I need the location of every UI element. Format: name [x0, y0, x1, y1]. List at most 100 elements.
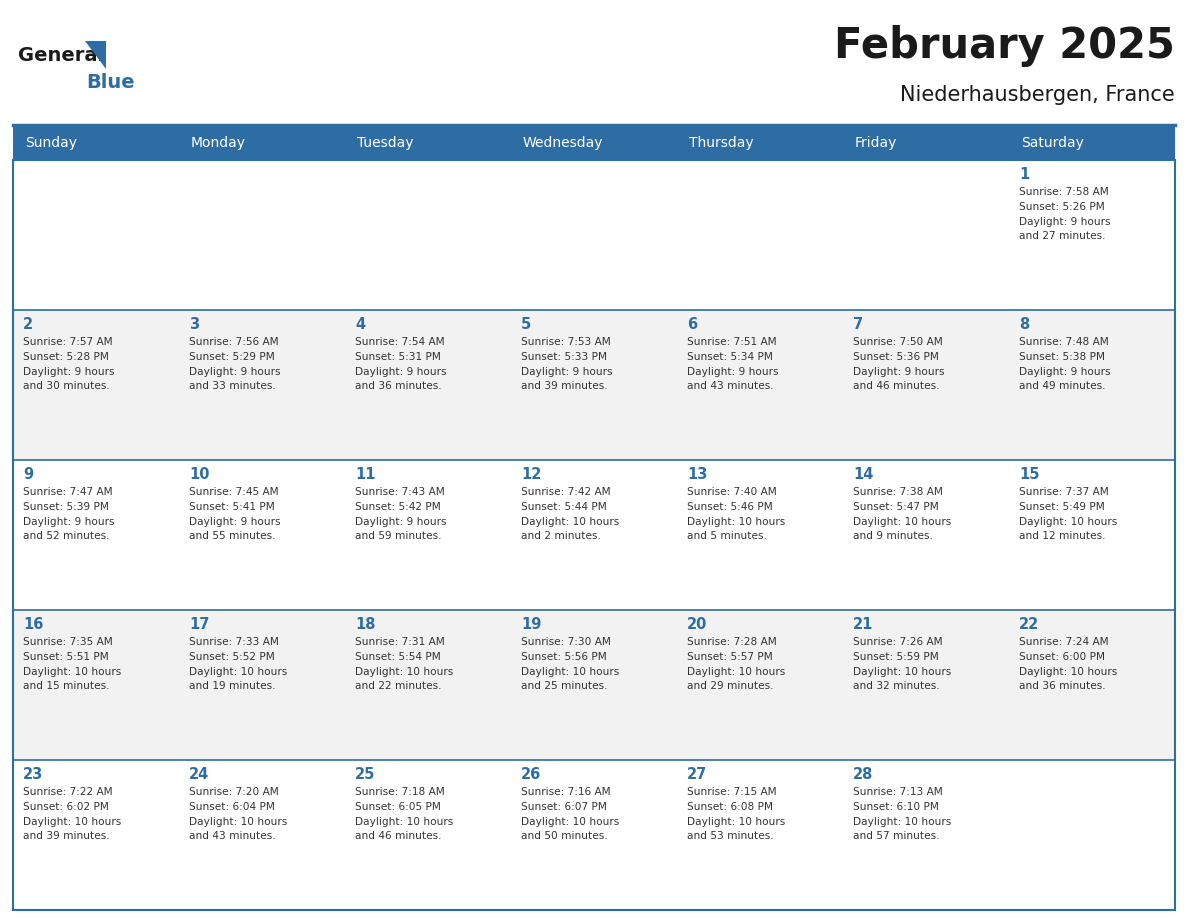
Text: and 15 minutes.: and 15 minutes.	[23, 681, 109, 691]
Text: and 9 minutes.: and 9 minutes.	[853, 532, 933, 542]
Text: 4: 4	[355, 317, 365, 332]
Text: Sunrise: 7:47 AM: Sunrise: 7:47 AM	[23, 487, 113, 497]
Text: 14: 14	[853, 467, 873, 482]
Text: and 39 minutes.: and 39 minutes.	[522, 381, 607, 391]
Bar	[345, 125, 511, 160]
Text: Sunrise: 7:53 AM: Sunrise: 7:53 AM	[522, 337, 611, 347]
Text: Daylight: 10 hours: Daylight: 10 hours	[687, 666, 785, 677]
Text: Saturday: Saturday	[1020, 136, 1083, 150]
Text: and 43 minutes.: and 43 minutes.	[687, 381, 773, 391]
Text: Daylight: 10 hours: Daylight: 10 hours	[522, 517, 619, 527]
Text: and 52 minutes.: and 52 minutes.	[23, 532, 109, 542]
Text: and 27 minutes.: and 27 minutes.	[1019, 231, 1106, 241]
Text: Daylight: 9 hours: Daylight: 9 hours	[189, 517, 280, 527]
Text: Sunset: 5:49 PM: Sunset: 5:49 PM	[1019, 502, 1105, 512]
Text: and 2 minutes.: and 2 minutes.	[522, 532, 601, 542]
Text: 24: 24	[189, 767, 209, 782]
Text: and 46 minutes.: and 46 minutes.	[853, 381, 940, 391]
Text: Sunset: 5:59 PM: Sunset: 5:59 PM	[853, 652, 939, 662]
Text: Daylight: 10 hours: Daylight: 10 hours	[355, 666, 454, 677]
Text: Sunrise: 7:15 AM: Sunrise: 7:15 AM	[687, 787, 777, 797]
Text: Sunrise: 7:38 AM: Sunrise: 7:38 AM	[853, 487, 943, 497]
Text: Sunset: 5:38 PM: Sunset: 5:38 PM	[1019, 352, 1105, 362]
Bar	[13, 760, 1175, 910]
Text: 25: 25	[355, 767, 375, 782]
Text: 13: 13	[687, 467, 707, 482]
Text: Sunset: 5:41 PM: Sunset: 5:41 PM	[189, 502, 274, 512]
Text: Sunrise: 7:51 AM: Sunrise: 7:51 AM	[687, 337, 777, 347]
Bar	[13, 460, 1175, 610]
Text: 18: 18	[355, 617, 375, 632]
Text: 6: 6	[687, 317, 697, 332]
Text: Daylight: 10 hours: Daylight: 10 hours	[1019, 666, 1117, 677]
Text: Sunset: 6:08 PM: Sunset: 6:08 PM	[687, 801, 773, 812]
Text: Daylight: 10 hours: Daylight: 10 hours	[687, 517, 785, 527]
Text: 20: 20	[687, 617, 707, 632]
Text: Sunrise: 7:37 AM: Sunrise: 7:37 AM	[1019, 487, 1108, 497]
Text: Sunset: 5:29 PM: Sunset: 5:29 PM	[189, 352, 274, 362]
Text: Blue: Blue	[86, 73, 134, 93]
Text: Daylight: 10 hours: Daylight: 10 hours	[23, 817, 121, 826]
Text: Sunrise: 7:40 AM: Sunrise: 7:40 AM	[687, 487, 777, 497]
Text: 28: 28	[853, 767, 873, 782]
Text: 7: 7	[853, 317, 864, 332]
Text: Daylight: 10 hours: Daylight: 10 hours	[522, 666, 619, 677]
Text: Sunset: 5:52 PM: Sunset: 5:52 PM	[189, 652, 274, 662]
Text: Sunset: 5:42 PM: Sunset: 5:42 PM	[355, 502, 441, 512]
Text: Daylight: 10 hours: Daylight: 10 hours	[1019, 517, 1117, 527]
Text: Sunset: 5:46 PM: Sunset: 5:46 PM	[687, 502, 772, 512]
Text: and 19 minutes.: and 19 minutes.	[189, 681, 276, 691]
Text: and 53 minutes.: and 53 minutes.	[687, 832, 773, 842]
Text: and 33 minutes.: and 33 minutes.	[189, 381, 276, 391]
Text: Sunrise: 7:58 AM: Sunrise: 7:58 AM	[1019, 187, 1108, 197]
Text: Daylight: 9 hours: Daylight: 9 hours	[687, 366, 778, 376]
Text: 2: 2	[23, 317, 33, 332]
Text: Sunrise: 7:31 AM: Sunrise: 7:31 AM	[355, 637, 444, 647]
Text: Daylight: 9 hours: Daylight: 9 hours	[23, 366, 114, 376]
Text: and 29 minutes.: and 29 minutes.	[687, 681, 773, 691]
Text: and 36 minutes.: and 36 minutes.	[1019, 681, 1106, 691]
Text: Sunrise: 7:57 AM: Sunrise: 7:57 AM	[23, 337, 113, 347]
Text: Daylight: 10 hours: Daylight: 10 hours	[687, 817, 785, 826]
Text: and 59 minutes.: and 59 minutes.	[355, 532, 442, 542]
Text: 26: 26	[522, 767, 542, 782]
Text: Niederhausbergen, France: Niederhausbergen, France	[901, 85, 1175, 105]
Text: Sunset: 5:36 PM: Sunset: 5:36 PM	[853, 352, 939, 362]
Text: Daylight: 10 hours: Daylight: 10 hours	[853, 817, 952, 826]
Text: Sunset: 5:44 PM: Sunset: 5:44 PM	[522, 502, 607, 512]
Text: 3: 3	[189, 317, 200, 332]
Text: 19: 19	[522, 617, 542, 632]
Text: Sunday: Sunday	[25, 136, 77, 150]
Text: Daylight: 10 hours: Daylight: 10 hours	[522, 817, 619, 826]
Bar	[843, 125, 1009, 160]
Text: Sunset: 5:51 PM: Sunset: 5:51 PM	[23, 652, 109, 662]
Text: Daylight: 10 hours: Daylight: 10 hours	[355, 817, 454, 826]
Text: and 32 minutes.: and 32 minutes.	[853, 681, 940, 691]
Text: Daylight: 9 hours: Daylight: 9 hours	[189, 366, 280, 376]
Text: Sunrise: 7:30 AM: Sunrise: 7:30 AM	[522, 637, 611, 647]
Text: Sunrise: 7:54 AM: Sunrise: 7:54 AM	[355, 337, 444, 347]
Text: 5: 5	[522, 317, 531, 332]
Text: Daylight: 9 hours: Daylight: 9 hours	[1019, 217, 1111, 227]
Text: and 46 minutes.: and 46 minutes.	[355, 832, 442, 842]
Bar	[13, 160, 1175, 910]
Text: Daylight: 10 hours: Daylight: 10 hours	[853, 666, 952, 677]
Text: 21: 21	[853, 617, 873, 632]
Text: 1: 1	[1019, 167, 1029, 182]
Bar	[179, 125, 345, 160]
Bar	[13, 610, 1175, 760]
Text: Sunset: 6:02 PM: Sunset: 6:02 PM	[23, 801, 109, 812]
Text: Sunrise: 7:33 AM: Sunrise: 7:33 AM	[189, 637, 279, 647]
Text: Sunset: 6:07 PM: Sunset: 6:07 PM	[522, 801, 607, 812]
Text: and 39 minutes.: and 39 minutes.	[23, 832, 109, 842]
Text: Sunset: 6:04 PM: Sunset: 6:04 PM	[189, 801, 274, 812]
Text: and 36 minutes.: and 36 minutes.	[355, 381, 442, 391]
Text: General: General	[18, 46, 105, 64]
Text: 12: 12	[522, 467, 542, 482]
Text: Sunset: 5:33 PM: Sunset: 5:33 PM	[522, 352, 607, 362]
Text: Sunrise: 7:24 AM: Sunrise: 7:24 AM	[1019, 637, 1108, 647]
Bar	[1009, 125, 1175, 160]
Text: 11: 11	[355, 467, 375, 482]
Text: Sunrise: 7:18 AM: Sunrise: 7:18 AM	[355, 787, 444, 797]
Text: Daylight: 9 hours: Daylight: 9 hours	[355, 366, 447, 376]
